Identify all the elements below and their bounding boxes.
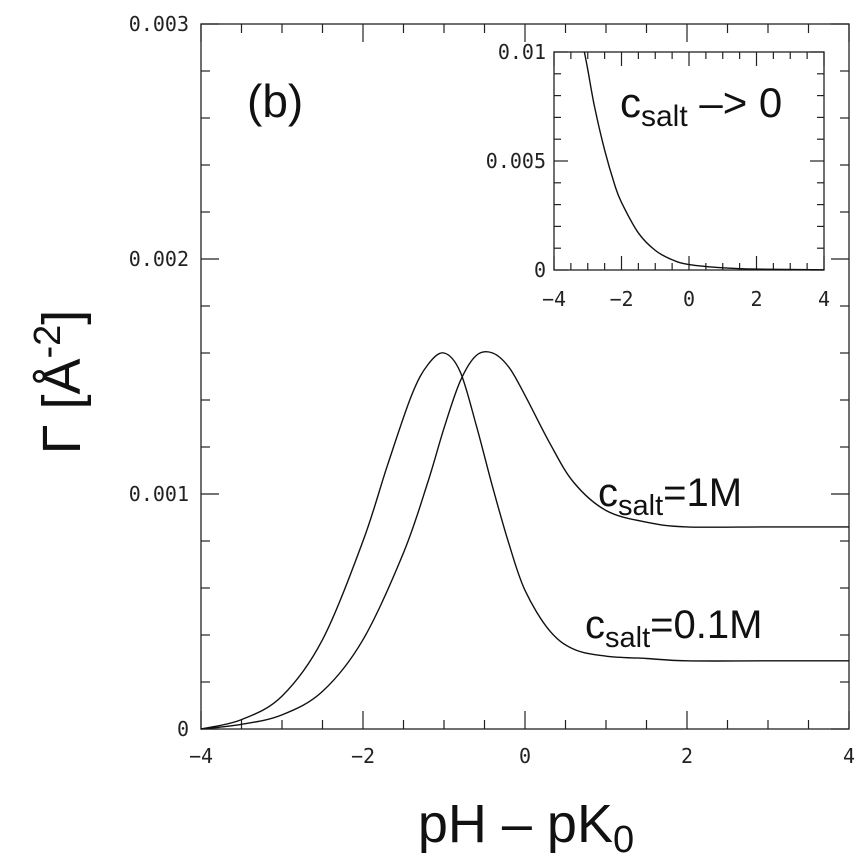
inset-title-post: –> 0 bbox=[688, 79, 783, 126]
main-x-tick-label: 0 bbox=[519, 744, 531, 768]
x-axis-title-main: pH – pK bbox=[418, 794, 613, 854]
main-y-tick-label: 0.003 bbox=[129, 12, 189, 36]
inset-axes: −4 −2 0 2 4 0 0.005 0.01 bbox=[486, 40, 830, 311]
series-label-0.1M: csalt=0.1M bbox=[585, 603, 762, 654]
main-x-tick-label: −2 bbox=[351, 744, 375, 768]
main-x-tick-label: 4 bbox=[843, 744, 855, 768]
inset-x-tick-label: 2 bbox=[750, 287, 762, 311]
main-y-tick-label: 0.001 bbox=[129, 482, 189, 506]
inset-title-sub: salt bbox=[641, 100, 688, 133]
inset-y-tick-label: 0.01 bbox=[498, 40, 546, 64]
inset-x-tick-label: −4 bbox=[542, 287, 566, 311]
main-y-tick-label: 0.002 bbox=[129, 247, 189, 271]
inset-x-tick-label: 4 bbox=[818, 287, 830, 311]
series-label-1M-sub: salt bbox=[618, 490, 663, 522]
inset-series-line-0 bbox=[583, 51, 825, 271]
inset-series bbox=[583, 51, 825, 271]
y-axis-title: Γ [Å-2] bbox=[27, 310, 92, 455]
main-x-tick-label: 2 bbox=[681, 744, 693, 768]
series-label-0.1M-sub: salt bbox=[605, 622, 650, 654]
inset-x-tick-label: −2 bbox=[609, 287, 633, 311]
x-axis-title-sub: 0 bbox=[613, 819, 634, 856]
series-label-0.1M-post: =0.1M bbox=[650, 603, 762, 647]
y-axis-title-main: Γ [Å bbox=[32, 359, 92, 455]
series-label-1M-post: =1M bbox=[663, 471, 742, 515]
main-series bbox=[200, 350, 849, 730]
main-x-tick-label: −4 bbox=[189, 744, 213, 768]
main-y-tick-label: 0 bbox=[177, 717, 189, 741]
inset-y-tick-label: 0.005 bbox=[486, 149, 546, 173]
inset-title-pre: c bbox=[620, 79, 641, 126]
main-series-line-1 bbox=[200, 352, 849, 730]
main-axes: −4 −2 0 2 4 0 0.001 0.002 0.003 bbox=[129, 12, 855, 768]
inset-x-tick-label: 0 bbox=[683, 287, 695, 311]
inset-y-tick-label: 0 bbox=[534, 258, 546, 282]
series-label-1M: csalt=1M bbox=[598, 471, 742, 522]
panel-label: (b) bbox=[247, 75, 303, 127]
series-label-1M-pre: c bbox=[598, 471, 618, 515]
series-label-0.1M-pre: c bbox=[585, 603, 605, 647]
y-axis-title-end: ] bbox=[32, 310, 92, 325]
main-series-line-0 bbox=[200, 350, 849, 730]
x-axis-title: pH – pK0 bbox=[418, 794, 634, 856]
y-axis-title-sup: -2 bbox=[27, 325, 69, 359]
inset-title: csalt –> 0 bbox=[620, 79, 782, 133]
